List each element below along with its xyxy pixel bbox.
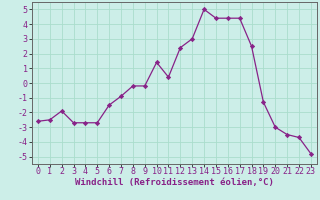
X-axis label: Windchill (Refroidissement éolien,°C): Windchill (Refroidissement éolien,°C) — [75, 178, 274, 187]
